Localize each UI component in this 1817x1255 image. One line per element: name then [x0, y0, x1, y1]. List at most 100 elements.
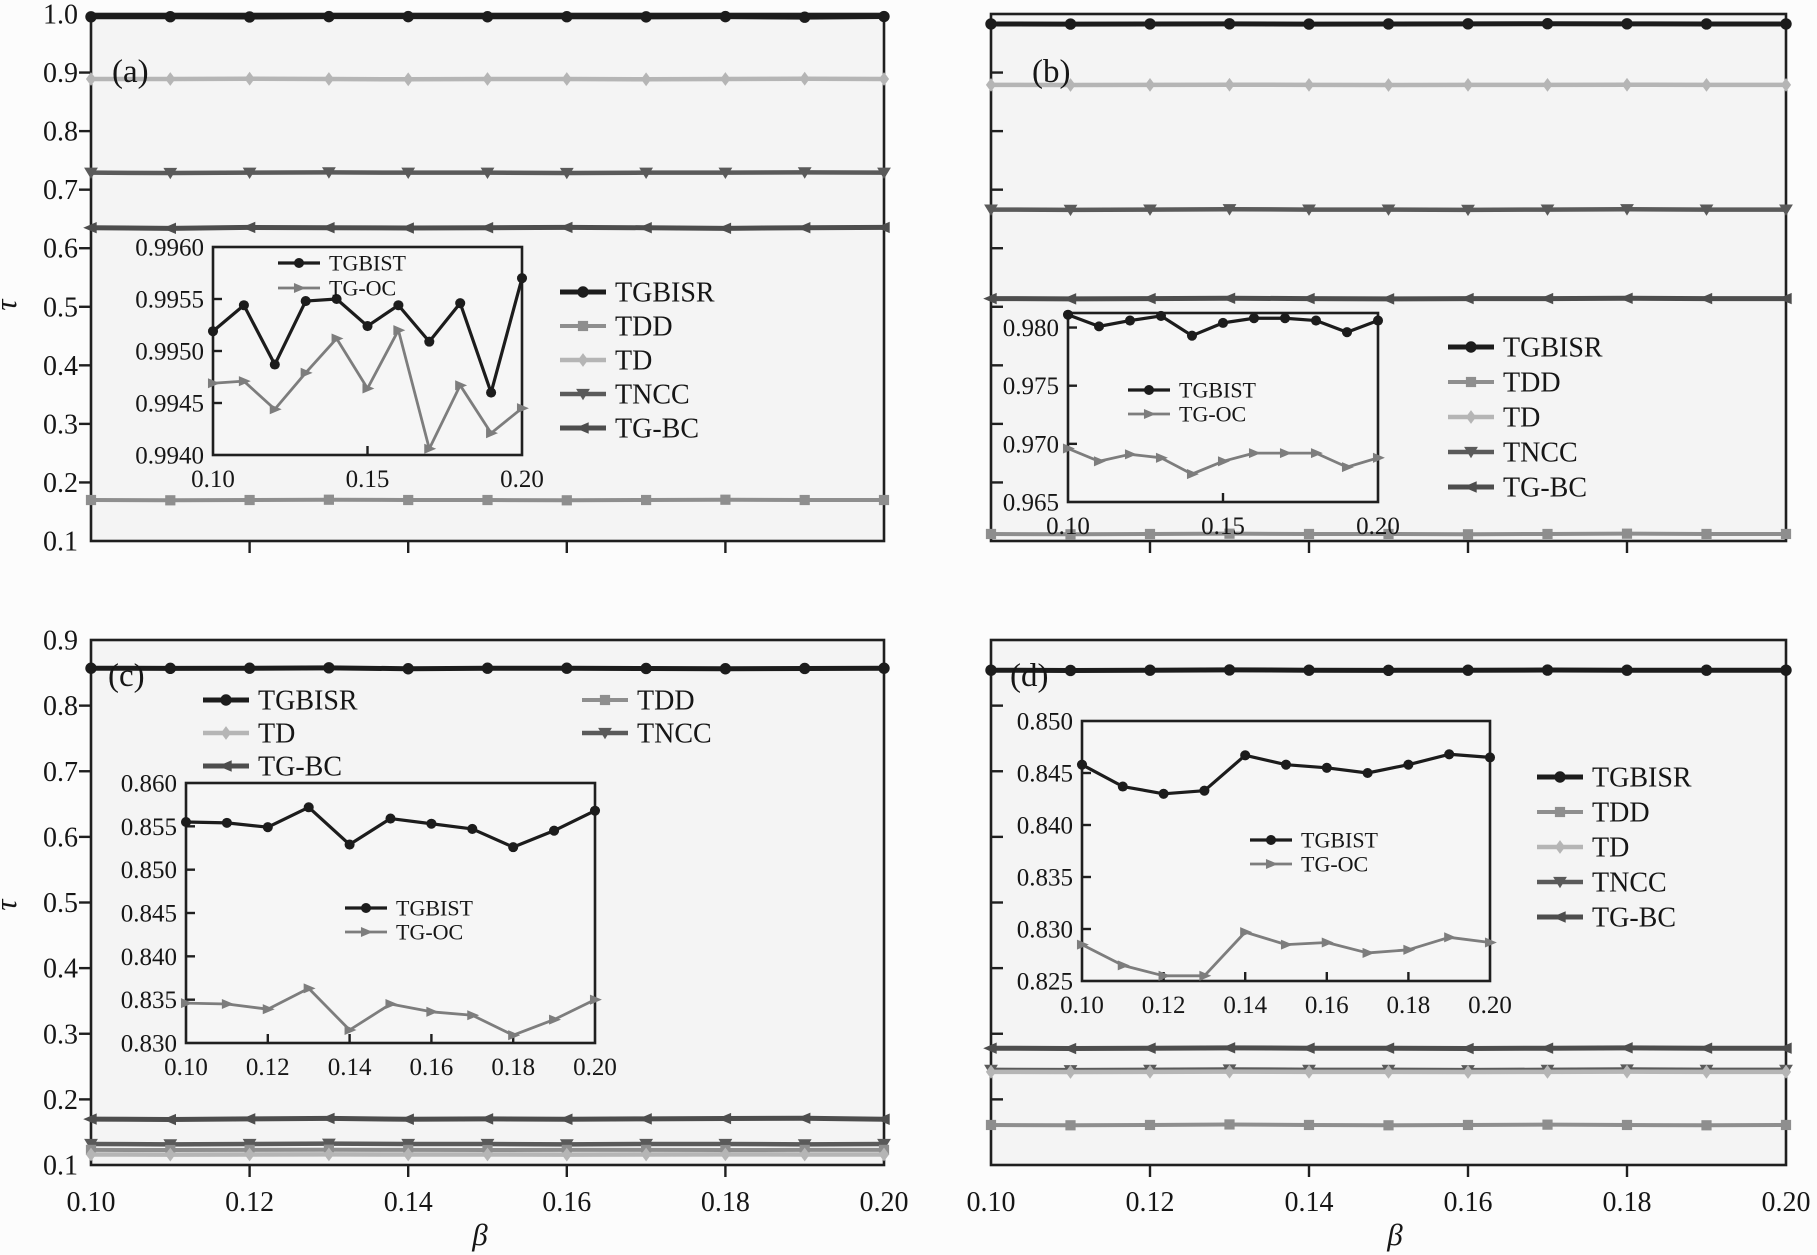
marker-tri-right: [426, 1006, 439, 1017]
marker-square: [985, 1119, 997, 1131]
y-tick-label: 0.9955: [135, 287, 204, 314]
marker-circle: [640, 11, 652, 23]
marker-square: [1780, 1119, 1792, 1131]
marker-diamond: [878, 72, 890, 86]
marker-tri-left: [796, 222, 811, 234]
series-TNCC-markers: [984, 204, 1793, 217]
x-tick-label: 0.18: [1603, 1187, 1652, 1218]
y-tick-label: 0.9945: [135, 391, 204, 418]
marker-circle: [300, 296, 311, 307]
x-tick-label: 0.14: [328, 1054, 372, 1081]
y-tick-label: 0.830: [121, 1031, 177, 1058]
series-TG-BC-markers: [83, 1112, 890, 1126]
marker-tri-down: [401, 167, 416, 179]
marker-tri-left: [400, 1113, 414, 1125]
marker-tri-left: [1619, 1042, 1633, 1054]
y-tick-label: 0.825: [1017, 969, 1073, 996]
marker-square: [1224, 528, 1235, 539]
marker-tri-left: [638, 222, 652, 234]
marker-circle: [164, 662, 176, 675]
x-tick-label: 0.10: [967, 1187, 1016, 1218]
marker-diamond: [1780, 1064, 1792, 1079]
marker-diamond: [403, 1147, 414, 1162]
marker-tri-down: [639, 1138, 653, 1151]
marker-diamond: [1621, 1064, 1633, 1079]
series-TDD-markers: [985, 1119, 1792, 1131]
legend-label: TG-OC: [329, 275, 396, 300]
series-TGBIST-markers: [207, 273, 528, 398]
series-TGBIST-markers: [180, 802, 601, 853]
marker-tri-right: [1155, 452, 1168, 463]
marker-tri-left: [1460, 292, 1474, 305]
legend-item-TGBISR: TGBISR: [1448, 333, 1603, 364]
legend-item-TG-OC: TG-OC: [1250, 851, 1368, 876]
marker-tri-down: [242, 1138, 257, 1151]
marker-tri-down: [322, 1138, 336, 1150]
marker-tri-down: [639, 167, 653, 179]
marker-circle: [1062, 309, 1074, 320]
marker-circle: [424, 336, 435, 347]
marker-square: [720, 494, 731, 505]
marker-tri-left: [876, 1113, 890, 1125]
marker-tri-left: [717, 222, 732, 235]
x-tick-label: 0.10: [67, 1187, 116, 1218]
series-TGBISR-markers: [85, 10, 890, 23]
marker-circle: [1621, 664, 1633, 676]
y-tick-label: 0.6: [43, 234, 78, 265]
marker-tri-left: [1539, 1042, 1554, 1054]
marker-circle: [577, 286, 589, 298]
marker-circle: [1462, 18, 1474, 30]
legend-item-TDD: TDD: [560, 312, 673, 343]
marker-circle: [508, 842, 519, 853]
marker-square: [1465, 376, 1477, 388]
marker-circle: [262, 822, 273, 833]
legend-item-TDD: TDD: [1448, 368, 1561, 399]
marker-tri-left: [1062, 1042, 1077, 1055]
marker-tri-left: [1698, 1042, 1713, 1054]
legend-label: TD: [1503, 403, 1540, 434]
marker-circle: [1076, 759, 1088, 770]
legend-item-TGBIST: TGBIST: [1128, 377, 1257, 402]
marker-tri-down: [877, 1138, 891, 1151]
marker-circle: [402, 10, 414, 23]
marker-tri-right: [293, 282, 306, 294]
marker-tri-down: [877, 167, 891, 179]
x-tick-label: 0.14: [1223, 992, 1267, 1019]
marker-circle: [1186, 330, 1198, 341]
marker-square: [165, 495, 176, 506]
marker-circle: [1223, 664, 1236, 676]
marker-circle: [269, 359, 280, 370]
marker-tri-down: [480, 167, 495, 179]
marker-tri-left: [1619, 292, 1633, 304]
legend-label: TG-OC: [1179, 401, 1246, 426]
x-tick-label: 0.20: [573, 1054, 617, 1081]
x-axis-title: β: [471, 1217, 488, 1252]
marker-tri-down: [401, 1138, 416, 1151]
marker-diamond: [85, 72, 97, 86]
y-tick-label: 0.5: [43, 888, 78, 919]
marker-circle: [561, 10, 573, 23]
y-tick-label: 0.845: [1017, 761, 1073, 788]
y-tick-label: 0.8: [43, 691, 78, 722]
panel-c: 0.90.80.70.60.50.40.30.20.10.10 0.12 0.14 0…: [0, 626, 909, 1252]
marker-circle: [1554, 771, 1566, 783]
legend-item-TNCC: TNCC: [560, 380, 690, 411]
marker-tri-left: [1221, 292, 1236, 304]
legend-item-TG-BC: TG-BC: [203, 752, 342, 783]
series-TG-OC-markers: [207, 325, 529, 454]
marker-tri-left: [1062, 293, 1077, 305]
marker-tri-right: [589, 994, 602, 1005]
marker-tri-left: [1380, 293, 1395, 305]
marker-tri-left: [241, 221, 256, 234]
legend-item-TG-BC: TG-BC: [1537, 903, 1676, 934]
marker-circle: [1621, 18, 1633, 30]
marker-tri-left: [218, 760, 232, 772]
marker-circle: [1223, 18, 1236, 30]
marker-circle: [1541, 664, 1554, 676]
marker-tri-right: [1372, 452, 1385, 463]
marker-tri-right: [516, 403, 529, 414]
y-tick-label: 0.840: [1017, 813, 1073, 840]
legend-item-TD: TD: [203, 719, 295, 750]
marker-diamond: [1303, 1064, 1315, 1079]
marker-tri-right: [1362, 947, 1375, 958]
